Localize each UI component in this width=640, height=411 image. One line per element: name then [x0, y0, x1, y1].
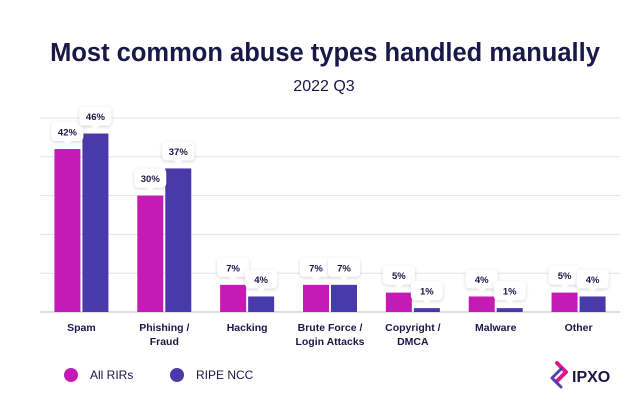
- bar: [165, 168, 192, 312]
- data-label-bubble: [493, 281, 526, 301]
- data-label-bubble: [51, 122, 84, 142]
- bar: [248, 296, 275, 312]
- data-label-bubble: [410, 281, 443, 301]
- ipxo-logo-icon: [550, 361, 568, 389]
- data-label: 5%: [548, 265, 581, 289]
- bars: [54, 133, 606, 312]
- bar: [54, 149, 81, 312]
- data-label-pointer: [146, 187, 155, 192]
- data-label: 7%: [217, 257, 250, 281]
- data-label: 1%: [493, 281, 526, 305]
- data-label-text: 7%: [226, 263, 240, 274]
- data-label-bubble: [217, 257, 250, 277]
- bar: [468, 296, 495, 312]
- data-label: 5%: [382, 265, 415, 289]
- x-axis-label: Brute Force / Login Attacks: [295, 322, 364, 348]
- data-label-pointer: [422, 300, 431, 305]
- chart-title: Most common abuse types handled manually: [50, 39, 601, 67]
- x-axis-label: Phishing / Fraud: [139, 322, 189, 348]
- x-axis-label: Other: [565, 322, 593, 334]
- data-label-text: 30%: [141, 174, 161, 185]
- chart-subtitle: 2022 Q3: [293, 78, 354, 95]
- data-label: 42%: [51, 122, 84, 146]
- data-label-bubble: [328, 257, 360, 277]
- data-label: 7%: [300, 257, 332, 281]
- ipxo-logo: IPXO: [550, 361, 610, 389]
- bar: [82, 133, 109, 312]
- ipxo-logo-text: IPXO: [572, 369, 610, 386]
- data-label-pointer: [174, 160, 183, 165]
- data-label: 4%: [465, 269, 498, 293]
- data-label-bubble: [576, 269, 609, 289]
- legend-label-all-rirs: All RIRs: [90, 368, 133, 382]
- bar: [496, 308, 523, 312]
- data-label-bubble: [382, 265, 415, 285]
- data-label: 4%: [576, 269, 609, 293]
- data-label-bubble: [79, 106, 112, 126]
- data-label-bubble: [300, 257, 332, 277]
- data-label-pointer: [477, 288, 486, 293]
- gridlines: [40, 117, 620, 313]
- bar: [413, 308, 440, 312]
- data-label-pointer: [505, 300, 514, 305]
- bar: [137, 195, 164, 312]
- data-label-bubble: [465, 269, 498, 289]
- data-labels: 42% 46% 30% 37% 7% 4% 7% 7% 5% 1% 4% 1% 5% 4%: [51, 106, 609, 305]
- legend: All RIRs RIPE NCC: [64, 368, 254, 382]
- data-label-pointer: [91, 125, 100, 130]
- data-label-bubble: [245, 269, 278, 289]
- bar: [579, 296, 606, 312]
- data-label-text: 46%: [86, 112, 106, 123]
- data-label-text: 7%: [337, 263, 351, 274]
- x-axis-label: Hacking: [227, 322, 268, 334]
- x-axis-labels: Spam Phishing / Fraud Hacking Brute Force / L…: [67, 322, 592, 348]
- bar: [551, 292, 578, 312]
- data-label-pointer: [63, 141, 72, 146]
- data-label-text: 5%: [392, 271, 406, 282]
- data-label-text: 42%: [58, 128, 78, 139]
- data-label-text: 1%: [420, 287, 434, 298]
- data-label-pointer: [340, 276, 348, 281]
- data-label-pointer: [560, 284, 569, 289]
- data-label: 7%: [328, 257, 360, 281]
- data-label-pointer: [588, 288, 597, 293]
- legend-label-ripe-ncc: RIPE NCC: [196, 368, 254, 382]
- data-label-pointer: [394, 284, 403, 289]
- data-label-pointer: [312, 276, 320, 281]
- data-label-bubble: [548, 265, 581, 285]
- legend-marker-ripe-ncc: [170, 368, 184, 382]
- data-label-bubble: [162, 141, 195, 161]
- x-axis-label: Malware: [475, 322, 517, 334]
- data-label-text: 1%: [503, 287, 517, 298]
- data-label: 37%: [162, 141, 195, 165]
- data-label-bubble: [134, 168, 167, 188]
- bar: [303, 284, 329, 312]
- data-label-text: 7%: [309, 263, 323, 274]
- data-label: 4%: [245, 269, 278, 293]
- x-axis-label: Spam: [67, 322, 96, 334]
- data-label-text: 4%: [475, 275, 489, 286]
- data-label-text: 37%: [169, 147, 189, 158]
- data-label: 30%: [134, 168, 167, 192]
- bar: [220, 284, 247, 312]
- x-axis-label: Copyright / DMCA: [385, 322, 440, 348]
- data-label: 1%: [410, 281, 443, 305]
- data-label: 46%: [79, 106, 112, 130]
- legend-marker-all-rirs: [64, 368, 78, 382]
- bar: [385, 292, 412, 312]
- data-label-pointer: [229, 276, 238, 281]
- bar: [331, 284, 357, 312]
- data-label-text: 4%: [586, 275, 600, 286]
- data-label-text: 4%: [254, 275, 268, 286]
- data-label-text: 5%: [558, 271, 572, 282]
- data-label-pointer: [257, 288, 266, 293]
